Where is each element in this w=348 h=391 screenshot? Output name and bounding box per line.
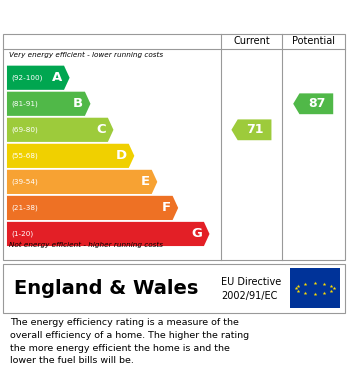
Text: (92-100): (92-100) xyxy=(11,75,42,81)
Polygon shape xyxy=(7,170,157,194)
Polygon shape xyxy=(7,91,90,116)
Polygon shape xyxy=(7,144,134,168)
Polygon shape xyxy=(7,196,178,220)
Text: (21-38): (21-38) xyxy=(11,204,38,211)
Text: Not energy efficient - higher running costs: Not energy efficient - higher running co… xyxy=(9,242,163,248)
Text: G: G xyxy=(191,228,202,240)
Text: (69-80): (69-80) xyxy=(11,127,38,133)
Text: The energy efficiency rating is a measure of the
overall efficiency of a home. T: The energy efficiency rating is a measur… xyxy=(10,318,250,365)
Text: Potential: Potential xyxy=(292,36,335,46)
Text: F: F xyxy=(161,201,171,214)
Polygon shape xyxy=(7,118,113,142)
Text: B: B xyxy=(73,97,83,110)
Text: A: A xyxy=(52,71,62,84)
Polygon shape xyxy=(7,222,209,246)
Polygon shape xyxy=(7,66,70,90)
Text: Energy Efficiency Rating: Energy Efficiency Rating xyxy=(9,8,230,23)
Polygon shape xyxy=(231,119,271,140)
Bar xyxy=(290,268,340,308)
Text: (55-68): (55-68) xyxy=(11,152,38,159)
Text: 2002/91/EC: 2002/91/EC xyxy=(221,291,277,301)
Text: England & Wales: England & Wales xyxy=(14,279,198,298)
Text: (39-54): (39-54) xyxy=(11,179,38,185)
Text: D: D xyxy=(116,149,127,162)
Text: (1-20): (1-20) xyxy=(11,231,33,237)
Text: (81-91): (81-91) xyxy=(11,100,38,107)
Text: E: E xyxy=(141,176,150,188)
Text: Very energy efficient - lower running costs: Very energy efficient - lower running co… xyxy=(9,52,163,58)
Text: EU Directive: EU Directive xyxy=(221,277,281,287)
Text: Current: Current xyxy=(233,36,270,46)
Text: 71: 71 xyxy=(246,123,264,136)
Text: 87: 87 xyxy=(308,97,325,110)
Text: C: C xyxy=(96,123,106,136)
Polygon shape xyxy=(293,93,333,114)
